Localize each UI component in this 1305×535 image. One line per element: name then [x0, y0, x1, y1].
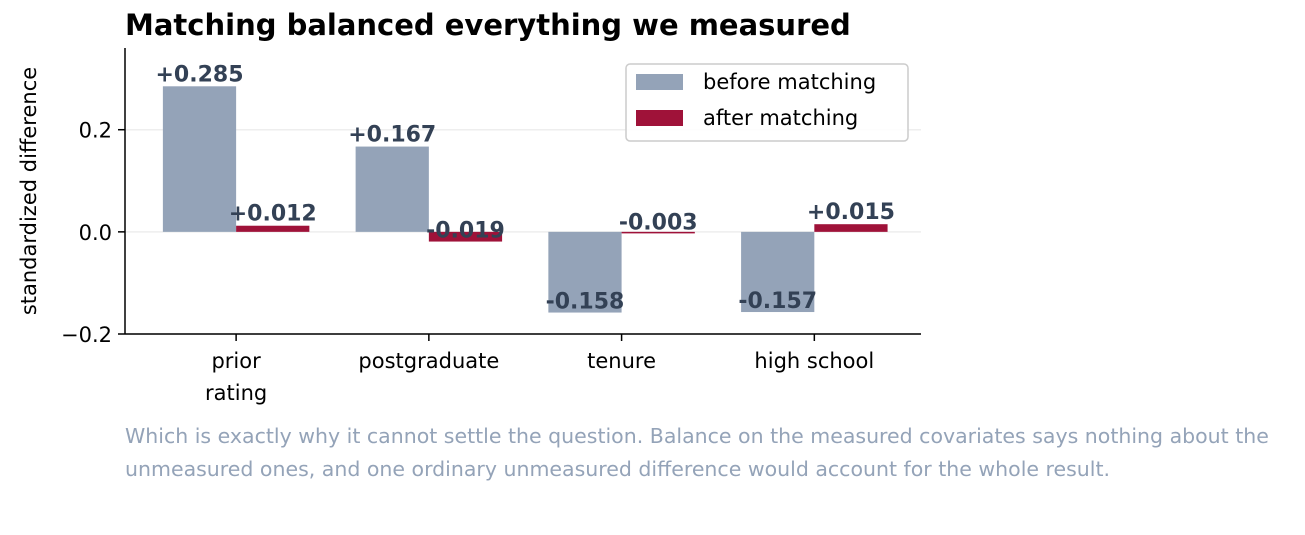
- y-tick-label: −0.2: [61, 323, 112, 347]
- bar-before-matching: [548, 231, 622, 313]
- bar-after-matching: [814, 224, 888, 232]
- data-label: +0.012: [229, 202, 317, 227]
- bar-after-matching: [236, 225, 310, 232]
- legend-label: after matching: [703, 106, 858, 130]
- x-tick-label-line: tenure: [587, 349, 656, 373]
- legend-box: [625, 63, 909, 142]
- bar-before-matching: [355, 146, 429, 232]
- data-label: +0.167: [348, 123, 436, 148]
- bar-after-matching: [428, 231, 503, 242]
- bar-before-matching: [741, 231, 815, 313]
- y-tick-label: 0.0: [79, 221, 112, 245]
- y-tick-label: 0.2: [79, 119, 112, 143]
- data-label: +0.285: [155, 62, 243, 87]
- y-axis-label: standardized difference: [17, 67, 41, 315]
- x-tick-label-line: high school: [754, 349, 874, 373]
- data-label: +0.015: [807, 200, 895, 225]
- data-label: -0.157: [738, 289, 817, 314]
- x-tick-label-line: prior: [211, 349, 261, 373]
- x-tick-label-line: rating: [205, 381, 267, 405]
- x-tick-label: high school: [754, 349, 874, 373]
- x-tick-label: tenure: [587, 349, 656, 373]
- data-label: -0.158: [546, 290, 625, 315]
- chart-title: Matching balanced everything we measured: [125, 8, 851, 42]
- x-tick-label-line: postgraduate: [358, 349, 499, 373]
- legend-label: before matching: [703, 70, 876, 94]
- bar-before-matching: [162, 86, 237, 232]
- x-tick-label: prior rating: [205, 349, 267, 405]
- chart-caption: Which is exactly why it cannot settle th…: [125, 424, 1269, 481]
- data-label: -0.019: [426, 219, 505, 244]
- bar-after-matching: [621, 231, 695, 234]
- legend-swatch: [636, 110, 683, 126]
- data-label: -0.003: [619, 210, 698, 235]
- legend-swatch: [636, 74, 683, 90]
- x-tick-label: postgraduate: [358, 349, 499, 373]
